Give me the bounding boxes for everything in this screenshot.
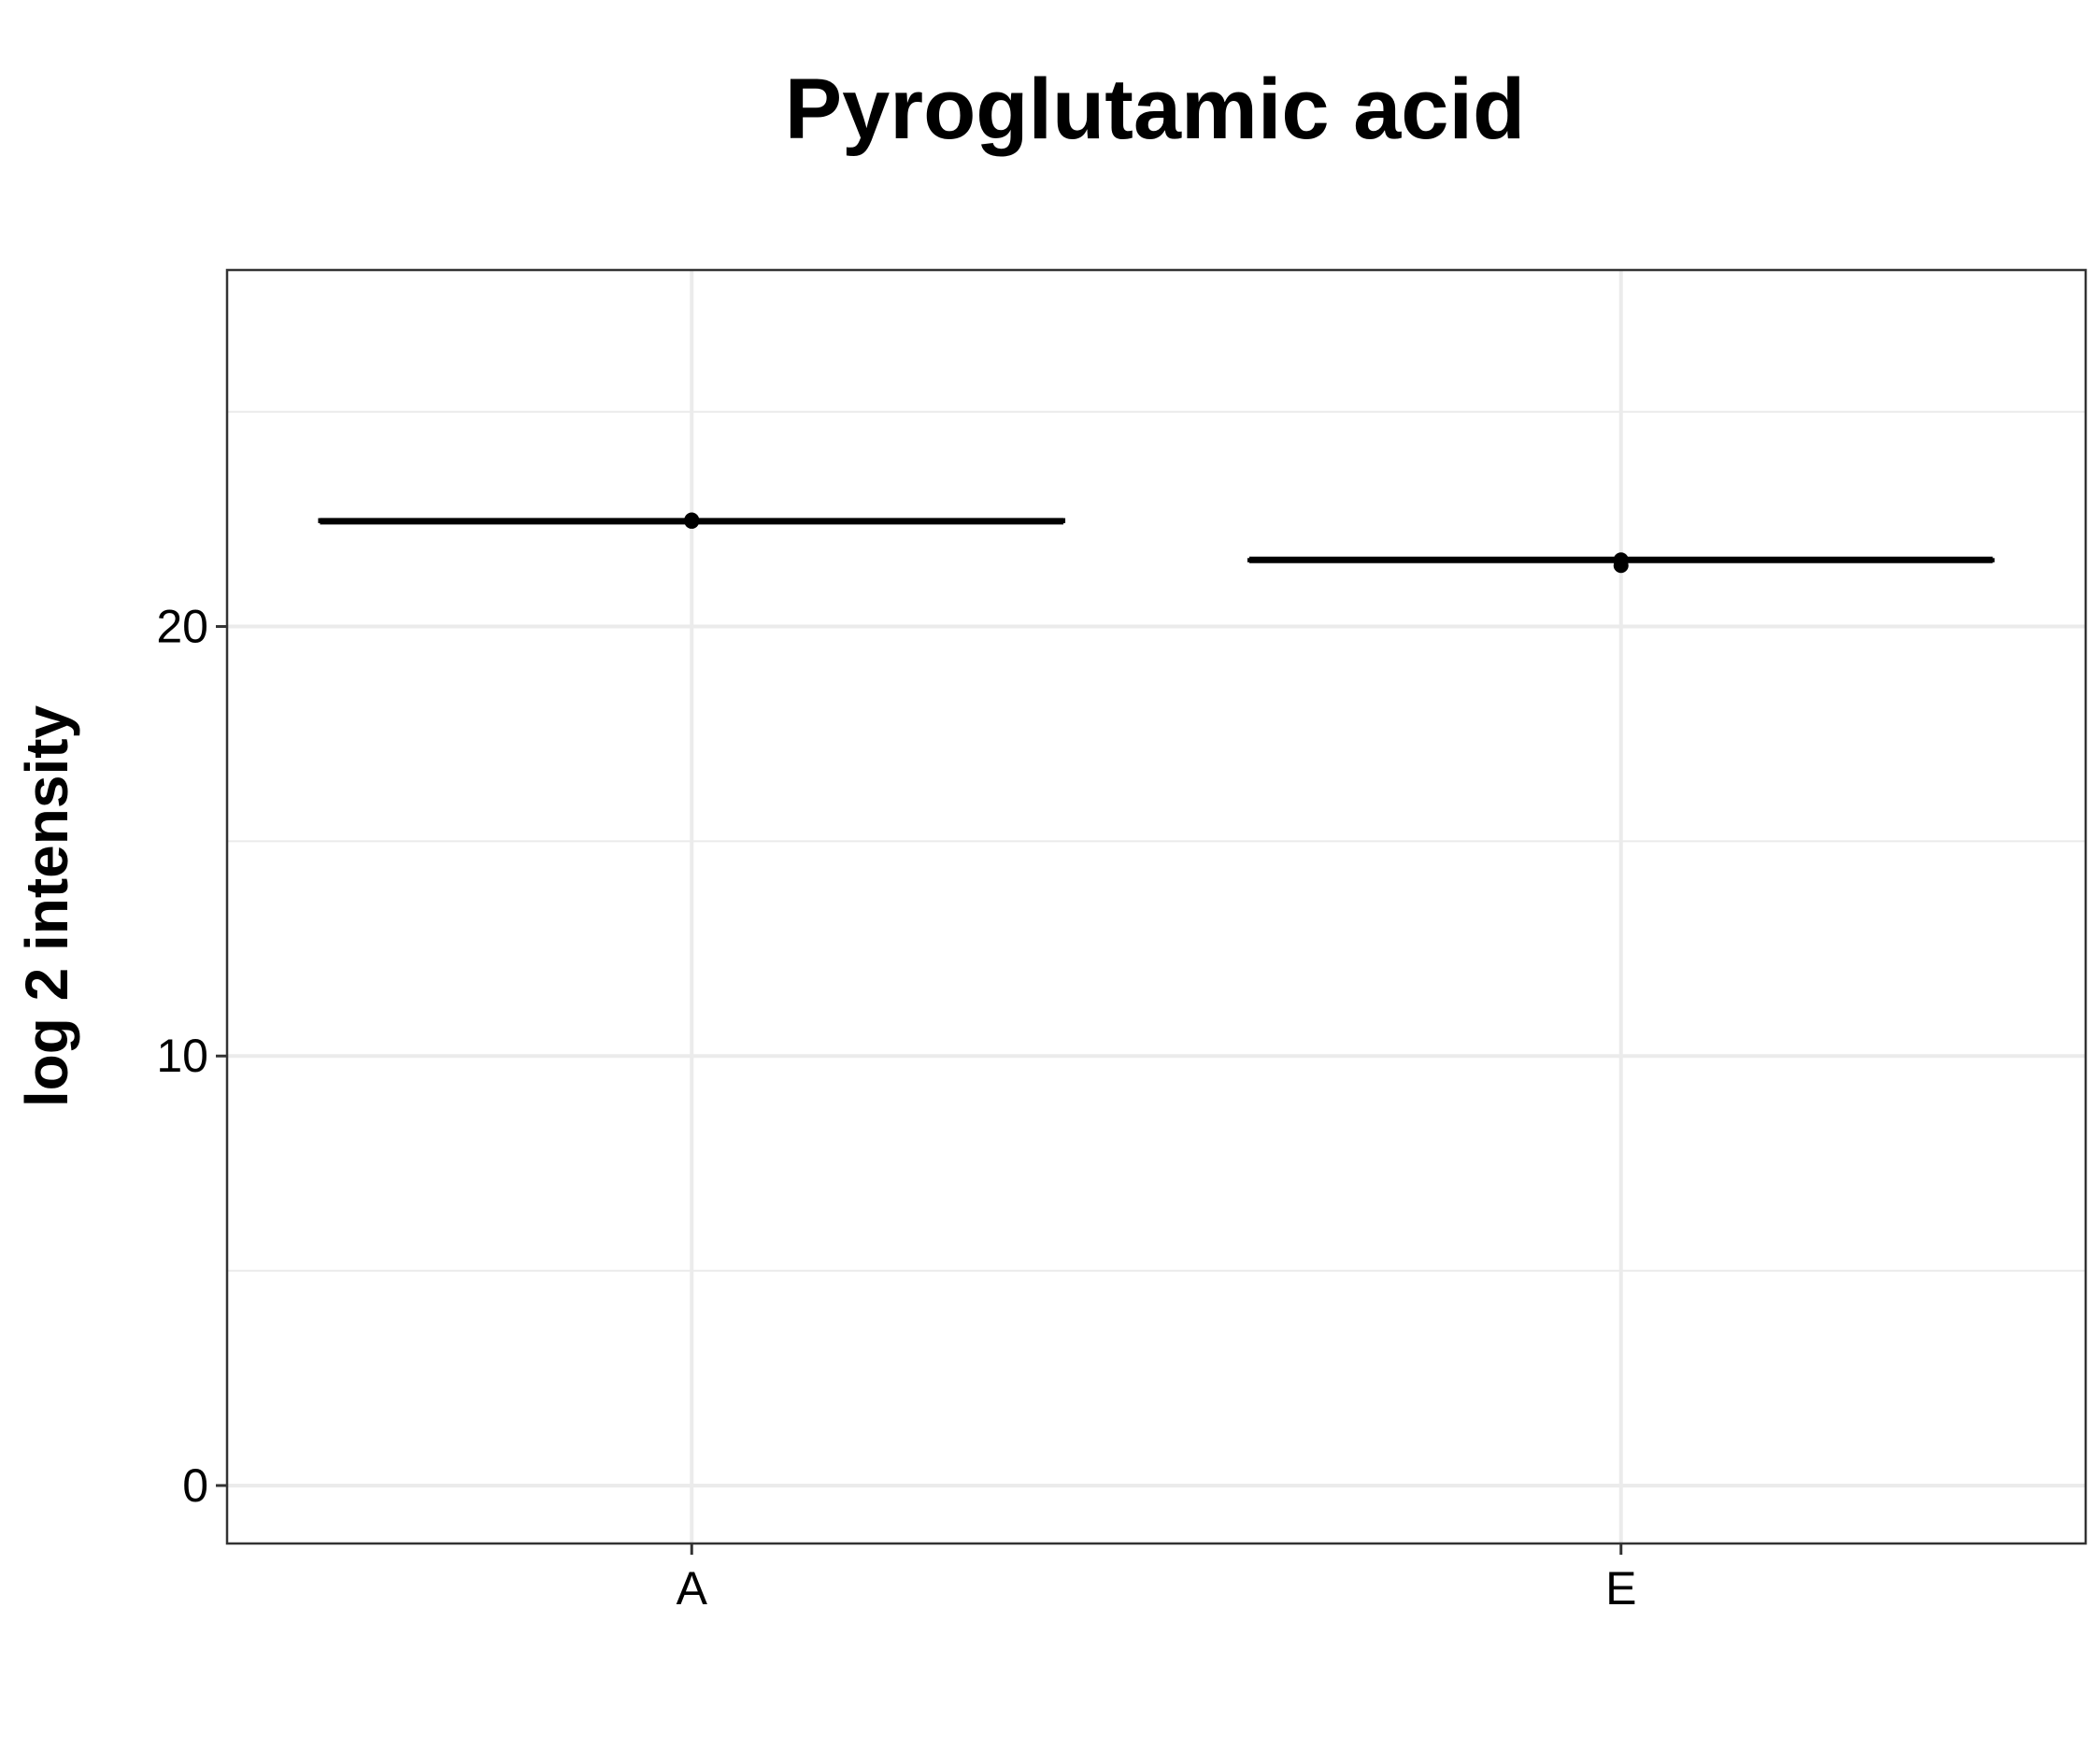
x-tick-label: A	[677, 1562, 708, 1615]
data-point	[684, 512, 700, 528]
y-axis-label: log 2 intensity	[13, 704, 80, 1107]
y-tick-label: 0	[182, 1459, 208, 1512]
box-E	[1247, 552, 1995, 574]
x-tick-label: E	[1605, 1562, 1636, 1615]
y-tick-label: 20	[156, 601, 208, 653]
data-point	[1613, 558, 1629, 574]
box-plot-marks	[318, 512, 1995, 574]
grid-lines	[227, 270, 2086, 1544]
chart-title: Pyroglutamic acid	[785, 62, 1525, 157]
panel-border	[225, 268, 2088, 1545]
plot-panel	[225, 268, 2088, 1545]
y-tick-label: 10	[156, 1030, 208, 1082]
y-axis: 0 10 20	[156, 601, 227, 1512]
box-A	[318, 512, 1066, 529]
